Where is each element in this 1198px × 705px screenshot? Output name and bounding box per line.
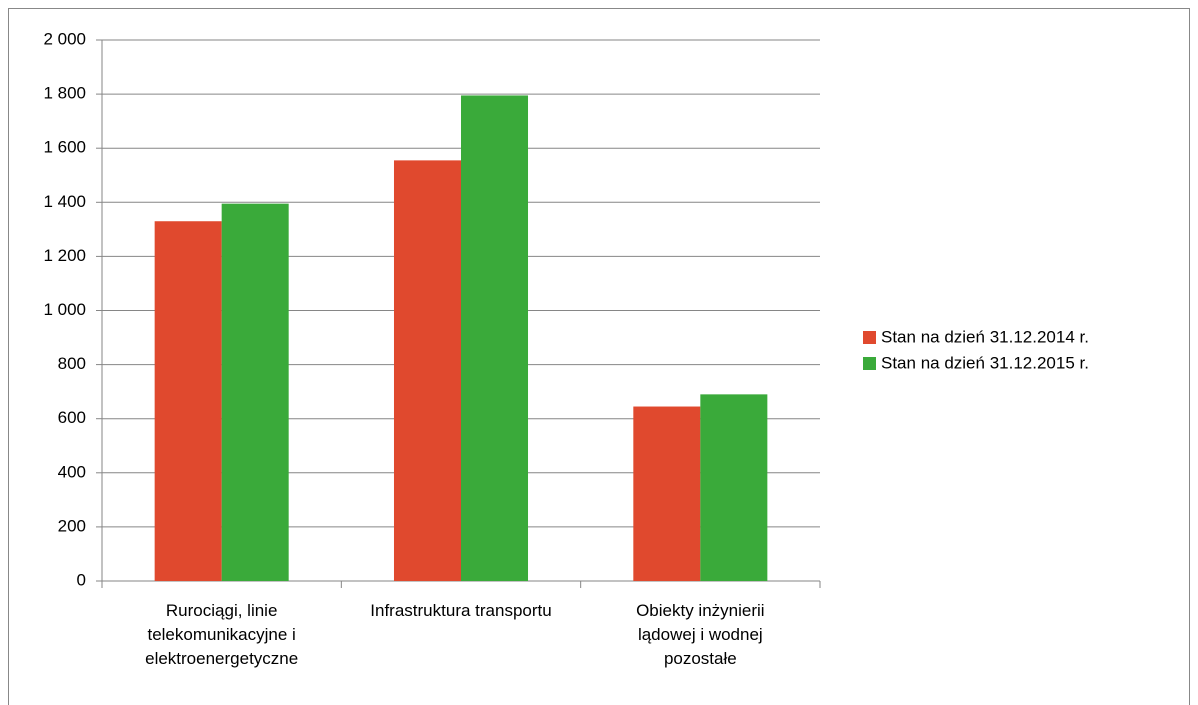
legend-label: Stan na dzień 31.12.2015 r. [881, 353, 1089, 372]
y-tick-label: 2 000 [43, 29, 86, 48]
bar [393, 160, 461, 581]
y-tick-label: 1 400 [43, 192, 86, 211]
bar [700, 394, 768, 581]
y-tick-label: 200 [58, 516, 86, 535]
bar [461, 95, 529, 581]
y-tick-label: 400 [58, 462, 86, 481]
x-tick-label: Rurociągi, linie telekomunikacyjne i ele… [145, 601, 299, 668]
x-tick-label: Infrastruktura transportu [370, 601, 552, 620]
y-tick-label: 1 600 [43, 138, 86, 157]
legend-swatch [863, 357, 876, 370]
x-tick-label: Obiekty inżynierii lądowej i wodnej pozo… [636, 601, 765, 668]
bar [154, 221, 222, 582]
y-tick-label: 800 [58, 354, 86, 373]
y-tick-label: 0 [77, 570, 86, 589]
bar [221, 203, 289, 581]
y-tick-label: 600 [58, 408, 86, 427]
y-tick-label: 1 800 [43, 84, 86, 103]
chart-border [8, 8, 1190, 705]
bar [633, 406, 701, 581]
legend-label: Stan na dzień 31.12.2014 r. [881, 327, 1089, 346]
y-tick-label: 1 200 [43, 246, 86, 265]
legend-swatch [863, 331, 876, 344]
y-tick-label: 1 000 [43, 300, 86, 319]
